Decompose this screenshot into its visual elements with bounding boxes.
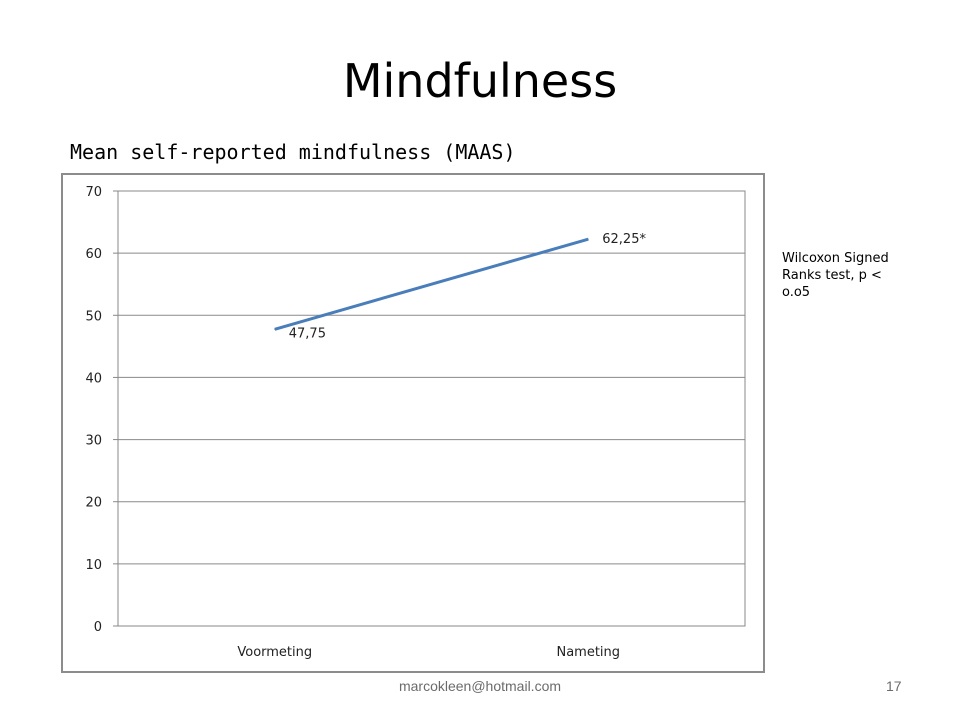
- page-number: 17: [886, 678, 902, 694]
- footer-email: marcokleen@hotmail.com: [398, 678, 562, 694]
- y-tick-label: 40: [85, 371, 102, 386]
- y-tick-label: 50: [85, 309, 102, 324]
- data-point: [274, 328, 276, 330]
- y-tick-label: 0: [94, 620, 102, 635]
- chart-heading: Mean self-reported mindfulness (MAAS): [70, 140, 516, 164]
- statistical-test-note: Wilcoxon Signed Ranks test, p < o.o5: [782, 251, 889, 300]
- data-label: 62,25*: [602, 232, 646, 247]
- x-tick-label: Voormeting: [237, 645, 312, 660]
- chart-frame: 0 10 20 30 40 50 60 70 Voormeting Nameting 47,75 62…: [61, 173, 765, 673]
- y-tick-label: 20: [85, 496, 102, 511]
- y-tick-label: 10: [85, 558, 102, 573]
- series-line: [274, 237, 589, 331]
- x-tick-label: Nameting: [556, 645, 620, 660]
- plot-area: [117, 190, 746, 627]
- data-point: [587, 238, 589, 240]
- data-label: 47,75: [289, 326, 326, 341]
- y-tick-label: 60: [85, 247, 102, 262]
- y-tick-label: 30: [85, 434, 102, 449]
- y-tick-label: 70: [85, 185, 102, 200]
- line-chart: 0 10 20 30 40 50 60 70 Voormeting Nameting 47,75 62…: [85, 185, 746, 660]
- slide-title: Mindfulness: [342, 54, 618, 108]
